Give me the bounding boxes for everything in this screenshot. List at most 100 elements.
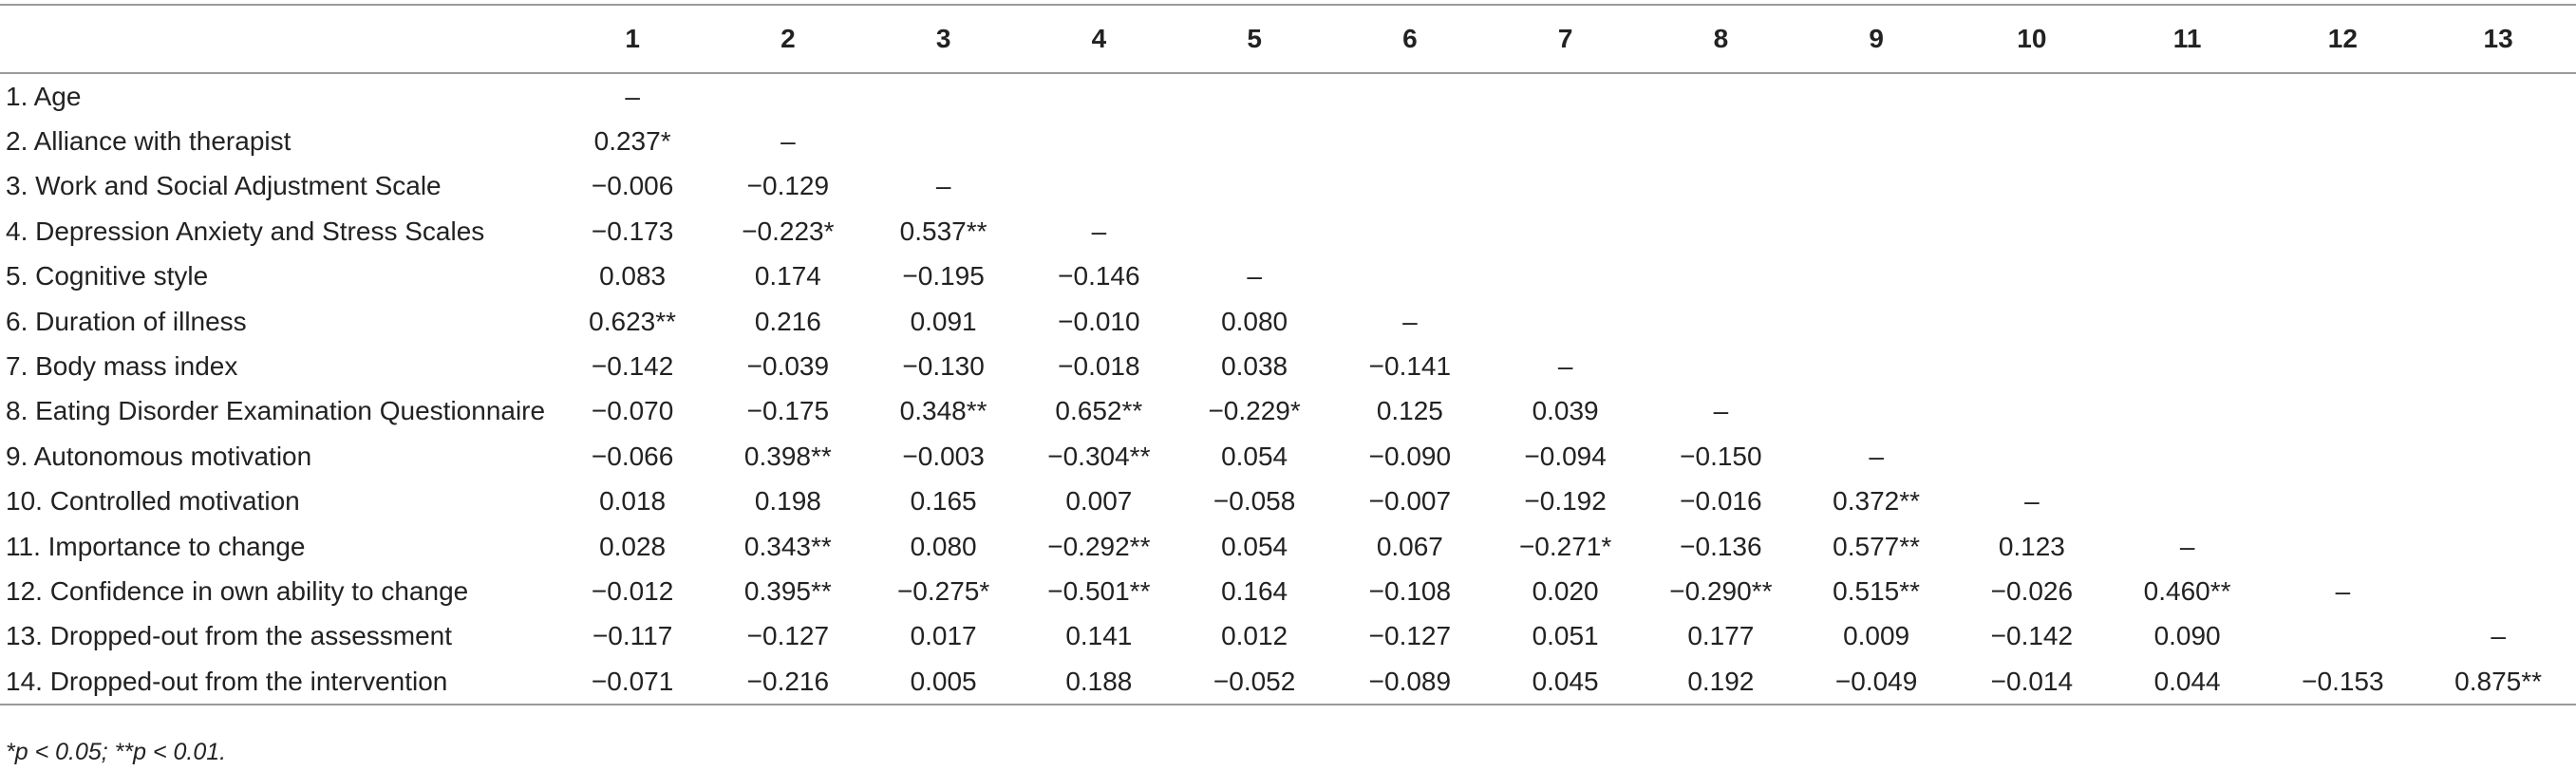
correlation-cell [2110, 119, 2266, 163]
correlation-cell [2265, 254, 2420, 299]
row-label: 10. Controlled motivation [6, 486, 300, 517]
correlation-cell [1488, 164, 1644, 209]
row-label: 9. Autonomous motivation [6, 441, 312, 471]
correlation-cell: −0.012 [591, 575, 674, 606]
correlation-cell: 0.177 [1687, 621, 1755, 651]
correlation-cell: −0.127 [1368, 621, 1452, 651]
correlation-cell [1488, 73, 1644, 119]
correlation-cell: – [2335, 575, 2351, 606]
correlation-cell [2420, 480, 2576, 524]
correlation-cell: −0.039 [746, 351, 830, 382]
correlation-cell: −0.066 [591, 441, 674, 471]
correlation-cell [1954, 119, 2110, 163]
correlation-cell [710, 73, 866, 119]
correlation-cell: −0.094 [1524, 441, 1607, 471]
correlation-cell: −0.216 [709, 659, 866, 706]
correlation-cell: −0.290** [1669, 575, 1773, 606]
correlation-cell: 0.875** [2420, 659, 2576, 706]
correlation-cell [2420, 209, 2576, 254]
correlation-cell [2265, 164, 2420, 209]
correlation-cell [1176, 209, 1332, 254]
correlation-cell [1954, 254, 2110, 299]
correlation-cell [2420, 254, 2576, 299]
correlation-cell: −0.049 [1798, 659, 1954, 706]
correlation-cell [1176, 119, 1332, 163]
correlation-cell: −0.501** [1047, 575, 1151, 606]
correlation-cell [2420, 569, 2576, 613]
correlation-cell: −0.141 [1368, 351, 1452, 382]
correlation-cell [1643, 299, 1798, 344]
row-label: 12. Confidence in own ability to change [6, 575, 469, 606]
table-row: 7. Body mass index −0.142 −0.039 −0.130 −0.0… [0, 344, 2576, 388]
correlation-cell: −0.006 [591, 171, 674, 201]
correlation-cell: 0.067 [1376, 531, 1443, 561]
correlation-cell [1488, 119, 1644, 163]
correlation-cell [2265, 389, 2420, 434]
correlation-cell: −0.089 [1331, 659, 1488, 706]
correlation-cell: 0.198 [754, 486, 821, 517]
correlation-cell: 0.020 [1532, 575, 1599, 606]
table-row: 1. Age – [0, 73, 2576, 119]
correlation-cell [2110, 389, 2266, 434]
correlation-cell: 0.054 [1221, 531, 1288, 561]
correlation-cell: 0.188 [1021, 659, 1177, 706]
correlation-cell: 0.028 [599, 531, 667, 561]
correlation-cell: 0.005 [865, 659, 1022, 706]
correlation-cell: 0.165 [910, 486, 977, 517]
correlation-cell [2420, 434, 2576, 479]
correlation-cell [2420, 299, 2576, 344]
correlation-cell: −0.223* [742, 216, 835, 246]
correlation-cell: −0.090 [1368, 441, 1452, 471]
column-header-2: 2 [709, 4, 866, 74]
correlation-cell [1798, 254, 1954, 299]
row-label: 3. Work and Social Adjustment Scale [6, 171, 442, 201]
correlation-cell: −0.142 [591, 351, 674, 382]
correlation-cell: −0.117 [592, 621, 673, 651]
column-header-3: 3 [865, 4, 1022, 74]
correlation-cell: 0.343** [743, 531, 832, 561]
correlation-cell [2420, 344, 2576, 388]
correlation-cell [1954, 164, 2110, 209]
table-row: 9. Autonomous motivation −0.066 0.398** −0.… [0, 434, 2576, 479]
correlation-cell [2265, 614, 2420, 659]
correlation-cell: 0.018 [599, 486, 667, 517]
table-row: 6. Duration of illness 0.623** 0.216 0.091 −… [0, 299, 2576, 344]
correlation-cell [1954, 299, 2110, 344]
correlation-cell: 0.537** [899, 216, 987, 246]
correlation-cell: – [780, 126, 796, 157]
row-label: 7. Body mass index [6, 351, 238, 382]
correlation-cell: 0.044 [2109, 659, 2266, 706]
column-header-8: 8 [1643, 4, 1799, 74]
correlation-cell [2265, 434, 2420, 479]
correlation-cell: −0.070 [591, 396, 674, 426]
correlation-cell [2110, 209, 2266, 254]
correlation-cell: – [1247, 261, 1262, 291]
correlation-cell: – [1869, 441, 1884, 471]
correlation-cell [2110, 73, 2266, 119]
correlation-cell: 0.012 [1221, 621, 1288, 651]
correlation-cell [2110, 344, 2266, 388]
table-row: 10. Controlled motivation 0.018 0.198 0.165… [0, 480, 2576, 524]
correlation-cell: 0.398** [743, 441, 832, 471]
correlation-cell: −0.271* [1518, 531, 1612, 561]
table-row: 5. Cognitive style 0.083 0.174 −0.195 −0.146… [0, 254, 2576, 299]
correlation-cell: −0.018 [1058, 351, 1140, 382]
correlation-cell: 0.080 [1221, 306, 1288, 336]
correlation-cell: −0.058 [1213, 486, 1296, 517]
correlation-cell [1021, 164, 1176, 209]
column-header-13: 13 [2420, 4, 2576, 74]
header-row: 1 2 3 4 5 6 7 8 9 10 11 12 13 [0, 4, 2576, 74]
table-row: 3. Work and Social Adjustment Scale −0.00… [0, 164, 2576, 209]
column-header-1: 1 [555, 4, 710, 74]
correlation-cell: – [1091, 216, 1107, 246]
correlation-cell: – [2024, 486, 2040, 517]
row-label: 1. Age [6, 81, 82, 111]
correlation-cell: 0.216 [754, 306, 821, 336]
table-body: 1. Age – 2. Alliance with therapist 0.237* –… [0, 73, 2576, 706]
row-label: 8. Eating Disorder Examination Questionn… [6, 396, 546, 426]
header-label-cell [0, 4, 555, 74]
correlation-cell: −0.192 [1524, 486, 1607, 517]
correlation-cell: 0.091 [910, 306, 977, 336]
correlation-cell [1954, 73, 2110, 119]
correlation-cell [1643, 209, 1798, 254]
